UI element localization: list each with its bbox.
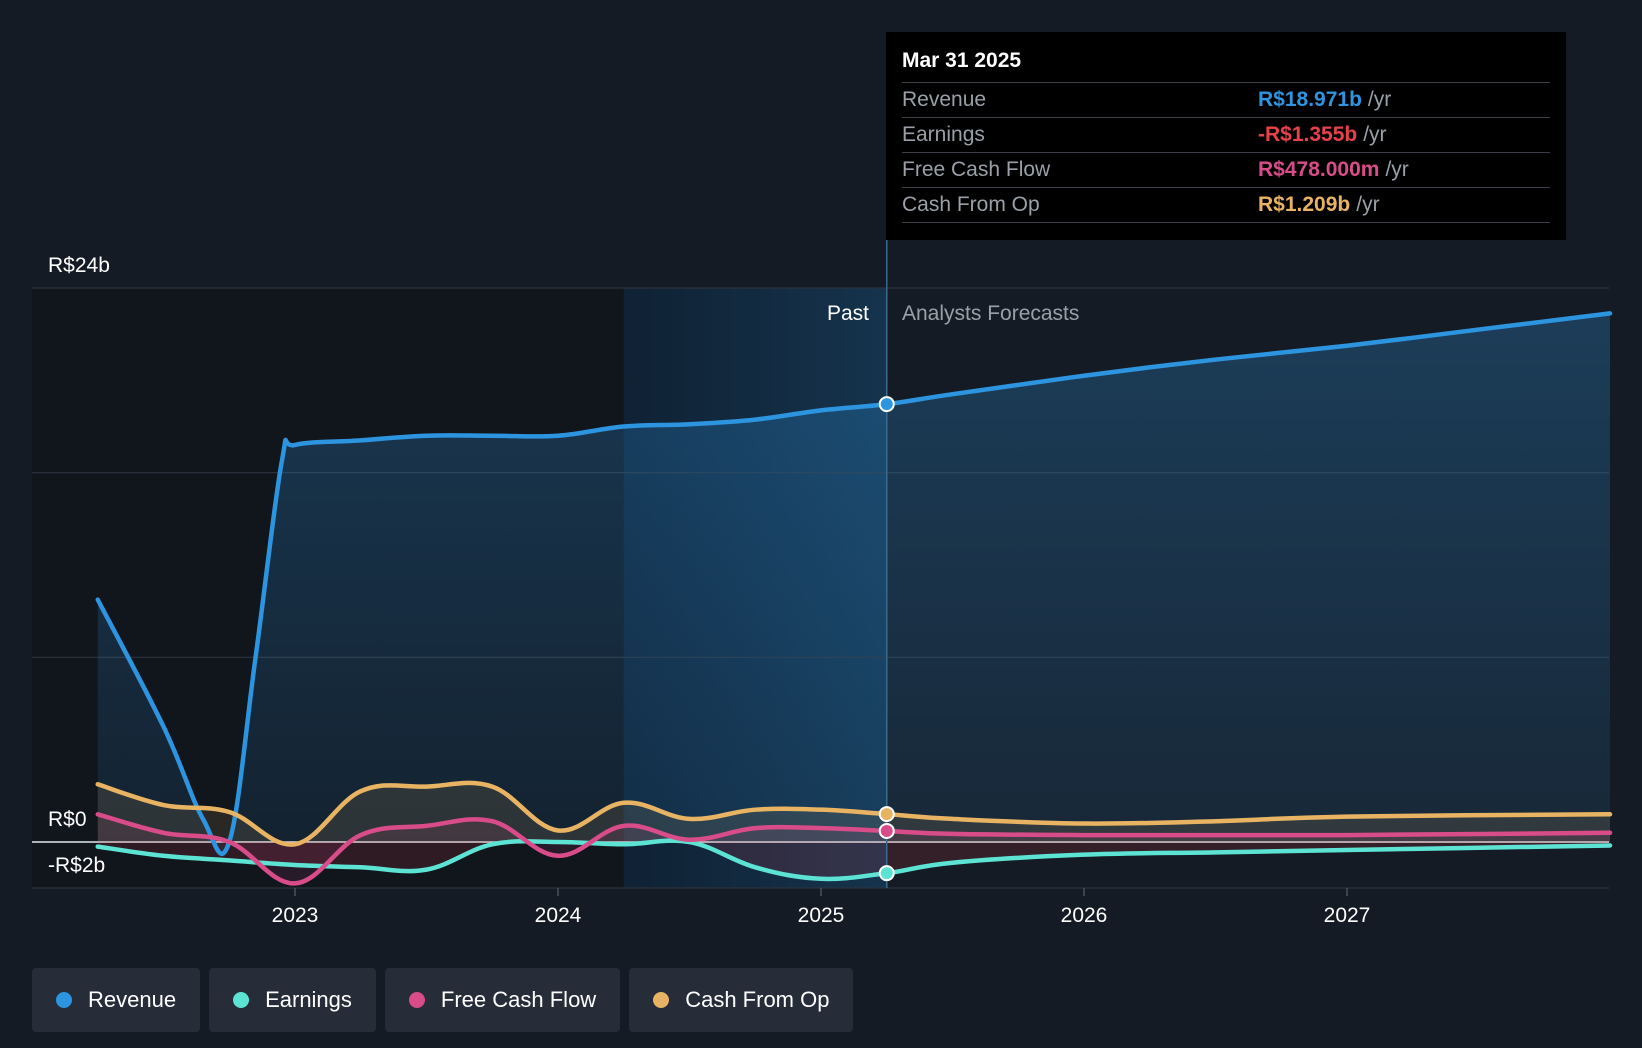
x-axis-labels: 2023 2024 2025 2026 2027 bbox=[272, 888, 1371, 927]
x-tick-label: 2027 bbox=[1324, 904, 1371, 927]
tooltip: Mar 31 2025 Revenue R$18.971b /yr Earnin… bbox=[886, 32, 1566, 240]
series-line-free-cash-flow bbox=[95, 812, 1613, 886]
highlight-point-cash-from-op bbox=[878, 806, 895, 823]
legend-dot-icon bbox=[653, 992, 670, 1008]
y-tick-label: R$24b bbox=[48, 254, 110, 277]
tooltip-date: Mar 31 2025 bbox=[902, 49, 1022, 72]
series-lines bbox=[95, 311, 1613, 886]
legend-label: Cash From Op bbox=[685, 987, 830, 1012]
legend-label: Free Cash Flow bbox=[440, 987, 597, 1012]
tooltip-row-revenue: Revenue R$18.971b /yr bbox=[902, 82, 1550, 117]
tooltip-value: R$1.209b bbox=[1258, 193, 1351, 216]
forecast-label: Analysts Forecasts bbox=[902, 302, 1079, 325]
legend-label: Earnings bbox=[265, 987, 352, 1012]
tooltip-unit: /yr bbox=[1367, 88, 1392, 111]
tooltip-row-earnings: Earnings -R$1.355b /yr bbox=[902, 117, 1550, 152]
tooltip-label: Cash From Op bbox=[902, 193, 1040, 216]
tooltip-value: R$478.000m bbox=[1258, 158, 1380, 181]
y-tick-label: R$0 bbox=[48, 808, 87, 831]
legend: Revenue Earnings Free Cash Flow Cash Fro… bbox=[32, 968, 854, 1032]
highlight-point-free-cash-flow bbox=[878, 822, 895, 839]
x-tick-label: 2024 bbox=[535, 904, 582, 927]
tooltip-label: Free Cash Flow bbox=[902, 158, 1051, 181]
legend-dot-icon bbox=[408, 992, 425, 1008]
highlight-points bbox=[878, 396, 895, 882]
area-revenue bbox=[97, 313, 1610, 854]
past-label: Past bbox=[827, 302, 869, 325]
tooltip-unit: /yr bbox=[1356, 193, 1380, 216]
x-tick-label: 2026 bbox=[1061, 904, 1108, 927]
x-tick-label: 2023 bbox=[272, 904, 319, 927]
legend-item-free-cash-flow[interactable]: Free Cash Flow bbox=[384, 968, 621, 1032]
legend-item-cash-from-op[interactable]: Cash From Op bbox=[629, 968, 854, 1032]
tooltip-value: R$18.971b bbox=[1258, 88, 1362, 111]
tooltip-row-free-cash-flow: Free Cash Flow R$478.000m /yr bbox=[902, 152, 1550, 187]
y-axis-labels: R$24b R$0 -R$2b bbox=[48, 254, 110, 877]
series-line-cash-from-op bbox=[95, 780, 1613, 847]
highlight-point-revenue bbox=[878, 396, 895, 413]
legend-dot-icon bbox=[56, 992, 72, 1008]
tooltip-label: Revenue bbox=[902, 88, 987, 111]
tooltip-label: Earnings bbox=[902, 123, 985, 146]
series-line-revenue bbox=[95, 311, 1613, 857]
area-free-cash-flow bbox=[97, 814, 1610, 884]
legend-item-revenue[interactable]: Revenue bbox=[32, 968, 201, 1032]
y-tick-label: -R$2b bbox=[48, 854, 105, 877]
tooltip-value: -R$1.355b bbox=[1258, 123, 1358, 146]
x-tick-label: 2025 bbox=[798, 904, 845, 927]
highlight-point-earnings bbox=[878, 865, 895, 882]
tooltip-unit: /yr bbox=[1363, 123, 1387, 146]
tooltip-unit: /yr bbox=[1385, 158, 1409, 181]
series-line-earnings bbox=[95, 838, 1613, 882]
legend-label: Revenue bbox=[88, 987, 177, 1012]
legend-item-earnings[interactable]: Earnings bbox=[209, 968, 376, 1032]
legend-dot-icon bbox=[233, 992, 250, 1008]
tooltip-row-cash-from-op: Cash From Op R$1.209b /yr bbox=[902, 187, 1550, 223]
